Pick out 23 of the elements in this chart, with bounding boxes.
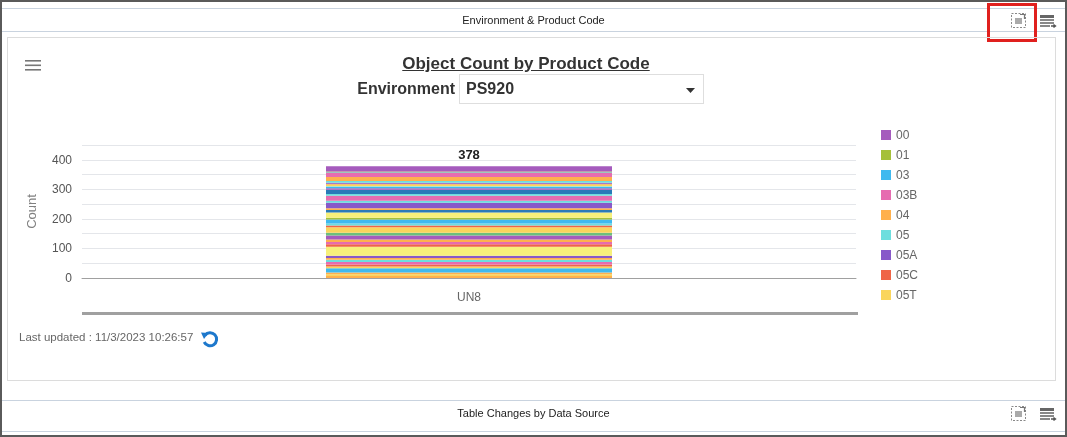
text: Environment	[356, 80, 455, 98]
text: Table Changes by Data Source	[456, 407, 611, 419]
legend-label: 03	[896, 168, 910, 182]
text: Last updated : 11/3/2023 10:26:57	[19, 331, 194, 343]
legend-label: 00	[896, 128, 910, 142]
y-axis-title: Count	[24, 193, 39, 229]
y-tick-label: 400	[51, 152, 73, 167]
y-tick-label: 100	[51, 241, 73, 256]
dropdown: PS920	[459, 74, 704, 104]
legend-label: 05	[896, 228, 910, 242]
legend-label: 01	[896, 148, 910, 162]
text: Environment & Product Code	[461, 14, 606, 26]
y-tick-label: 300	[51, 182, 73, 197]
legend-label: 05C	[896, 268, 919, 282]
chart-title: Object Count by Product Code	[401, 54, 651, 74]
y-tick-label: 200	[51, 211, 73, 226]
legend-label: 05T	[896, 288, 918, 302]
legend-label: 05A	[896, 248, 918, 262]
x-tick-label: UN8	[456, 290, 482, 304]
y-tick-label: 0	[65, 271, 73, 285]
total-label: 378	[458, 147, 480, 163]
legend-label: 03B	[896, 188, 918, 202]
legend-label: 04	[896, 208, 910, 222]
